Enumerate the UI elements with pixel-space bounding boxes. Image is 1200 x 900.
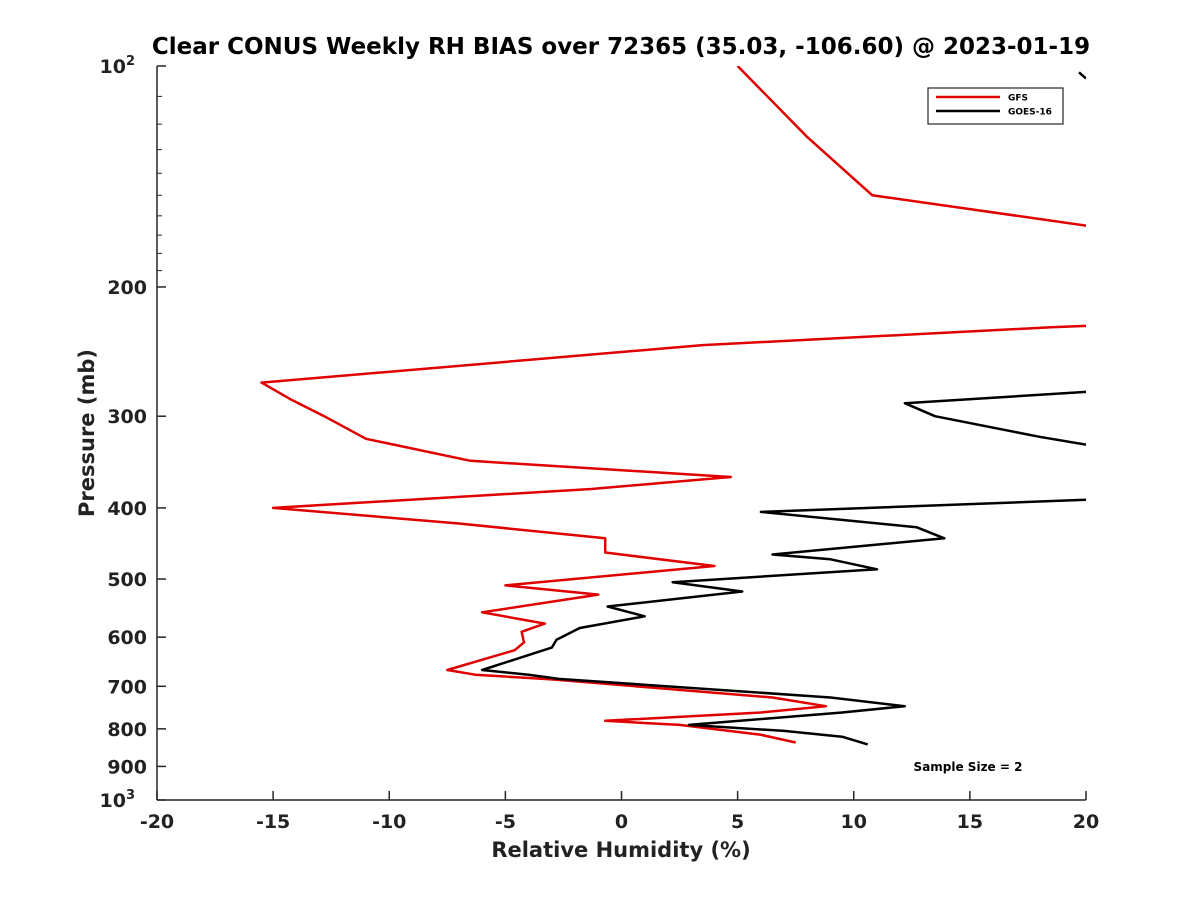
y-tick-label: 900 — [107, 756, 147, 778]
x-tick-label: -15 — [256, 811, 290, 833]
y-tick-label: 400 — [107, 498, 147, 520]
legend: GFS GOES-16 — [927, 87, 1064, 125]
x-tick-label: 5 — [731, 811, 744, 833]
x-tick-label: 20 — [1073, 811, 1099, 833]
y-tick-label: 102 — [100, 54, 136, 78]
y-tick-label: 200 — [107, 277, 147, 299]
series-layer — [260, 66, 1086, 746]
x-tick-label: -10 — [372, 811, 406, 833]
y-tick-label: 103 — [100, 788, 136, 812]
y-tick-label: 800 — [107, 719, 147, 741]
x-tick-label: 15 — [957, 811, 983, 833]
y-axis-label: Pressure (mb) — [75, 349, 99, 517]
series-line-goes-16 — [480, 390, 1086, 746]
y-tick-label: 500 — [107, 569, 147, 591]
plot-area: -20 -15 -10 -5 0 5 10 15 20 102 200 300 400 500 600 700… — [100, 54, 1100, 833]
y-tick-label: 300 — [107, 406, 147, 428]
sample-size-annotation: Sample Size = 2 — [914, 760, 1023, 774]
x-tick-label: 10 — [841, 811, 867, 833]
x-tick-label: 0 — [615, 811, 628, 833]
y-tick-label: 600 — [107, 627, 147, 649]
legend-label-goes-16: GOES-16 — [1008, 108, 1052, 118]
legend-label-gfs: GFS — [1008, 94, 1028, 104]
chart-title: Clear CONUS Weekly RH BIAS over 72365 (3… — [152, 34, 1090, 60]
series-line-unlabeled-2 — [1078, 71, 1086, 80]
x-tick-label: -5 — [495, 811, 516, 833]
x-axis-label: Relative Humidity (%) — [491, 838, 750, 862]
legend-box — [927, 87, 1064, 125]
axes-layer: -20 -15 -10 -5 0 5 10 15 20 102 200 300 400 500 600 700… — [100, 54, 1100, 833]
series-line-gfs — [260, 66, 1086, 744]
x-tick-label: -20 — [140, 811, 174, 833]
y-tick-label: 700 — [107, 676, 147, 698]
